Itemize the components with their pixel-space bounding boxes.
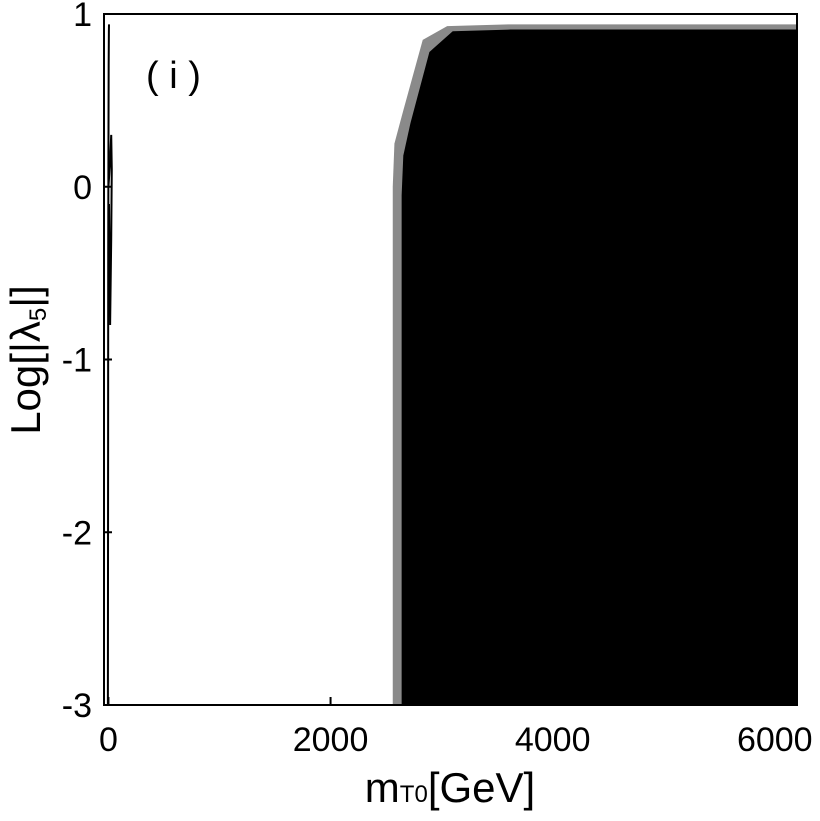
x-tick-label: 4000: [515, 721, 591, 759]
y-axis-title-sub: 5: [25, 308, 52, 321]
y-tick-label: -1: [62, 342, 92, 380]
y-tick-label: -2: [62, 514, 92, 552]
x-tick-label: 6000: [737, 721, 813, 759]
curve-left-edge-curve: [106, 24, 110, 706]
panel-label: ( i ): [146, 55, 201, 97]
x-tick-label: 2000: [293, 721, 369, 759]
plot-curves: [106, 24, 113, 706]
y-axis-title: Log[|λ5|]: [2, 285, 52, 435]
y-axis-ticks: -3 -2 -1 0 1: [62, 0, 112, 725]
y-tick-label: -3: [62, 687, 92, 725]
region-black-region: [401, 29, 797, 706]
x-axis-ticks: 0 2000 4000 6000: [99, 697, 813, 759]
y-axis-title-prefix: Log[|λ: [2, 321, 49, 435]
x-tick-label: 0: [99, 721, 118, 759]
y-tick-label: 0: [73, 169, 92, 207]
y-tick-label: 1: [73, 0, 92, 34]
x-axis-title-sub: T0: [400, 781, 428, 808]
plot-regions: [392, 24, 797, 706]
curve-left-edge-contour: [107, 134, 113, 325]
x-axis-title-unit: [GeV]: [428, 764, 535, 811]
y-axis-title-suffix: |]: [2, 285, 49, 308]
x-axis-title: mT0[GeV]: [365, 764, 535, 811]
x-axis-title-main: m: [365, 764, 400, 811]
